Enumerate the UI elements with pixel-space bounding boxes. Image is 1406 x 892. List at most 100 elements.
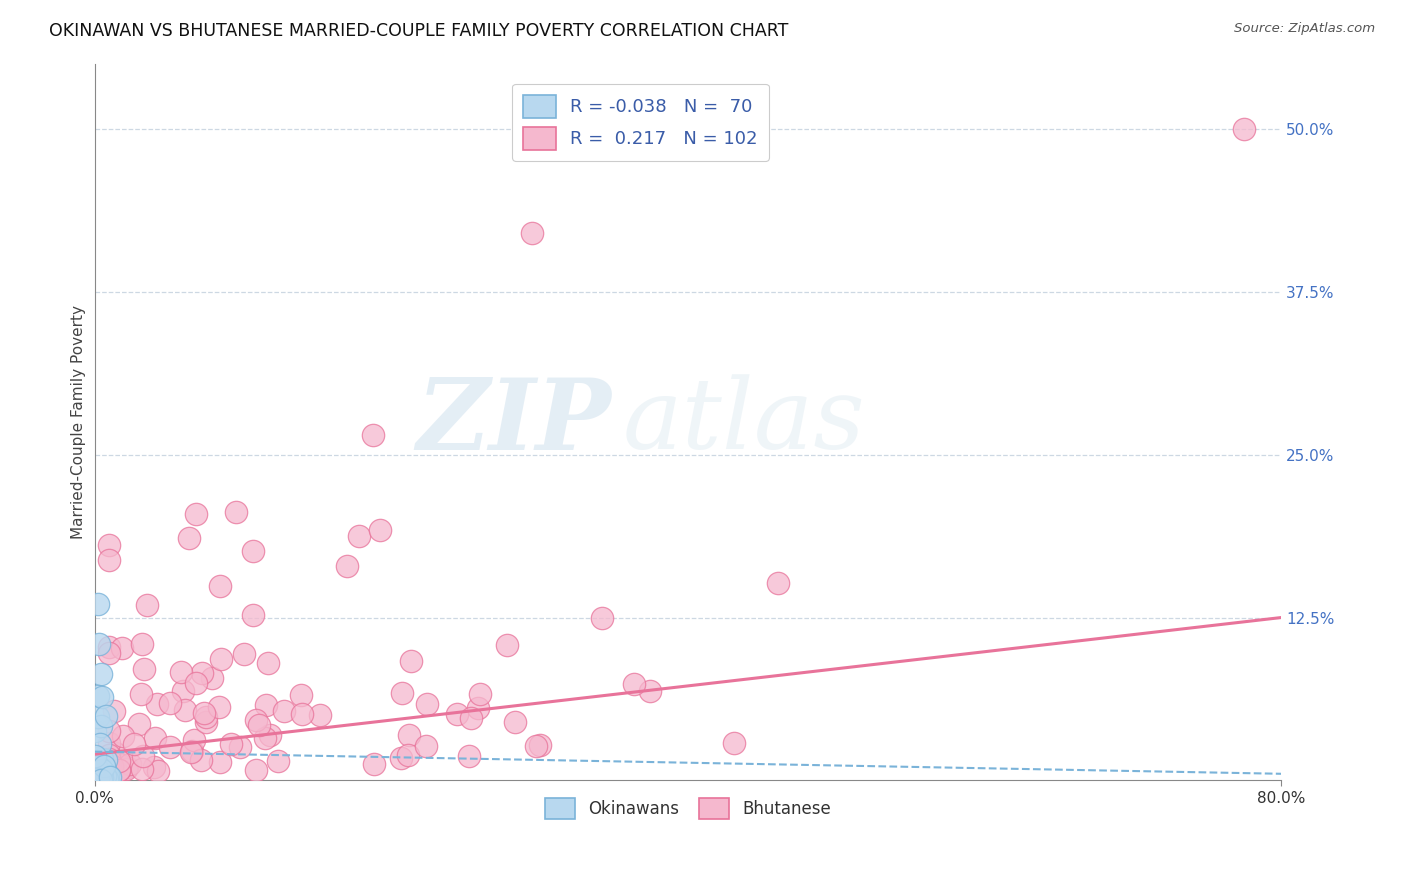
Point	[89, 738, 111, 752]
Point	[159, 696, 181, 710]
Point	[86, 768, 108, 782]
Point	[87, 757, 110, 772]
Point	[245, 714, 267, 728]
Point	[84, 748, 107, 763]
Point	[526, 739, 548, 754]
Point	[229, 740, 252, 755]
Point	[87, 710, 110, 724]
Point	[522, 227, 544, 241]
Point	[86, 751, 108, 765]
Point	[96, 772, 118, 787]
Legend: Okinawans, Bhutanese: Okinawans, Bhutanese	[538, 791, 838, 826]
Point	[267, 755, 290, 769]
Point	[396, 747, 419, 762]
Point	[118, 756, 141, 771]
Point	[115, 760, 138, 774]
Point	[254, 698, 277, 712]
Point	[94, 708, 117, 723]
Point	[143, 731, 166, 746]
Point	[142, 760, 165, 774]
Point	[98, 553, 121, 567]
Point	[90, 772, 112, 787]
Point	[209, 755, 232, 769]
Point	[84, 769, 107, 783]
Point	[86, 766, 108, 780]
Point	[363, 428, 385, 442]
Point	[136, 598, 159, 612]
Point	[107, 763, 129, 777]
Point	[101, 759, 124, 773]
Point	[84, 753, 107, 767]
Point	[128, 717, 150, 731]
Point	[86, 764, 108, 779]
Point	[90, 763, 112, 777]
Point	[108, 756, 131, 771]
Point	[108, 763, 131, 777]
Point	[208, 700, 231, 714]
Point	[172, 684, 194, 698]
Point	[104, 747, 127, 761]
Point	[86, 768, 108, 782]
Point	[84, 760, 107, 774]
Point	[98, 752, 121, 766]
Point	[96, 770, 118, 784]
Point	[90, 690, 112, 705]
Point	[103, 704, 125, 718]
Point	[131, 687, 153, 701]
Point	[290, 688, 312, 702]
Point	[98, 770, 121, 784]
Point	[86, 760, 108, 774]
Point	[186, 508, 208, 522]
Point	[98, 647, 121, 661]
Point	[94, 772, 117, 787]
Point	[90, 762, 112, 776]
Point	[336, 559, 359, 574]
Point	[84, 763, 107, 777]
Point	[86, 689, 108, 703]
Point	[460, 711, 482, 725]
Point	[87, 764, 110, 778]
Point	[208, 579, 231, 593]
Point	[245, 763, 267, 777]
Point	[191, 666, 214, 681]
Text: ZIP: ZIP	[416, 374, 610, 470]
Point	[86, 770, 108, 784]
Point	[190, 753, 212, 767]
Point	[503, 714, 526, 729]
Point	[219, 738, 242, 752]
Point	[90, 772, 112, 787]
Point	[308, 707, 330, 722]
Point	[89, 666, 111, 681]
Point	[177, 531, 200, 545]
Text: Source: ZipAtlas.com: Source: ZipAtlas.com	[1234, 22, 1375, 36]
Point	[122, 737, 145, 751]
Point	[98, 748, 121, 763]
Point	[105, 764, 128, 779]
Point	[766, 575, 789, 590]
Point	[132, 748, 155, 763]
Point	[98, 723, 121, 738]
Point	[89, 767, 111, 781]
Point	[145, 697, 167, 711]
Point	[253, 731, 276, 745]
Point	[391, 686, 413, 700]
Point	[86, 767, 108, 781]
Point	[87, 765, 110, 780]
Point	[98, 748, 121, 763]
Point	[468, 687, 491, 701]
Point	[257, 656, 280, 670]
Point	[131, 637, 153, 651]
Point	[87, 766, 110, 780]
Point	[496, 638, 519, 652]
Point	[97, 767, 120, 781]
Point	[84, 772, 107, 786]
Point	[194, 714, 217, 729]
Text: atlas: atlas	[623, 375, 866, 470]
Point	[93, 759, 115, 773]
Point	[86, 598, 108, 612]
Point	[247, 717, 270, 731]
Text: OKINAWAN VS BHUTANESE MARRIED-COUPLE FAMILY POVERTY CORRELATION CHART: OKINAWAN VS BHUTANESE MARRIED-COUPLE FAM…	[49, 22, 789, 40]
Point	[87, 770, 110, 784]
Point	[146, 764, 169, 778]
Point	[170, 665, 193, 680]
